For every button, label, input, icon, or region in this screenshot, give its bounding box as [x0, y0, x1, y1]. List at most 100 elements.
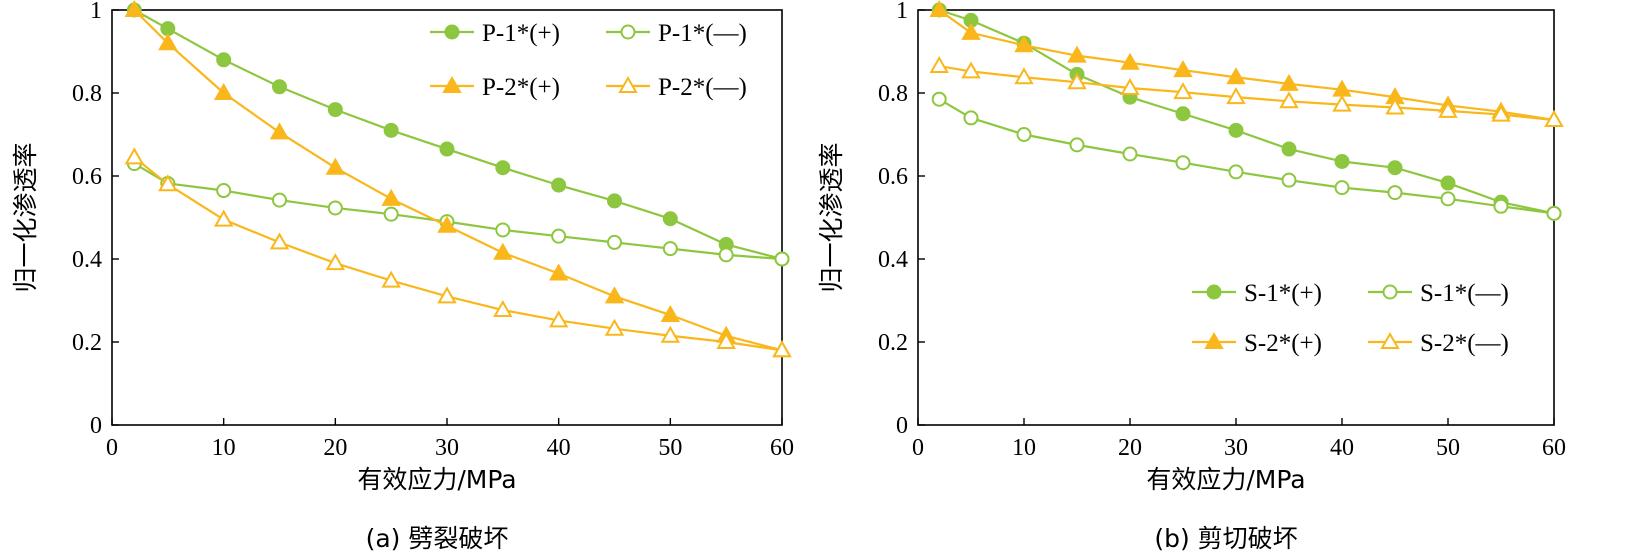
data-point [383, 122, 399, 138]
legend-label: S-1*(—) [1420, 280, 1509, 307]
x-tick-label: 30 [435, 435, 459, 461]
legend-marker [618, 75, 638, 93]
data-point [607, 234, 622, 250]
data-point [216, 52, 232, 68]
data-point [1122, 146, 1138, 162]
x-tick-label: 10 [212, 435, 236, 461]
legend-item: P-2*(—) [606, 74, 747, 101]
data-point [495, 222, 511, 238]
x-tick-label: 0 [912, 435, 924, 461]
chart-a: 0 10 20 30 40 50 60 0 0.2 0.4 0.6 0.8 1 有效应力/MPa 归一化渗透… [11, 0, 794, 553]
y-tick-label: 1 [896, 0, 908, 24]
data-point [1438, 100, 1458, 118]
series-line [939, 64, 1555, 122]
y-tick-label: 0 [90, 413, 102, 439]
data-point [493, 300, 513, 318]
series-S-1*(—) [931, 91, 1562, 221]
x-tick-label: 20 [323, 435, 347, 461]
series-line [133, 162, 783, 261]
legend-item: P-1*(—) [606, 20, 747, 47]
x-tick-label: 60 [770, 435, 794, 461]
legend-label: S-2*(—) [1420, 330, 1509, 357]
data-point [931, 91, 947, 107]
data-point [1069, 137, 1085, 153]
data-point [1173, 82, 1193, 100]
subplot-caption: (b) 剪切破坏 [1154, 524, 1297, 553]
data-point [607, 193, 622, 209]
data-point [1440, 175, 1456, 191]
legend-item: P-1*(+) [430, 20, 560, 47]
series-P-2*(+) [124, 0, 792, 358]
data-point [1546, 205, 1562, 221]
data-point [158, 33, 178, 51]
legend-label: P-2*(+) [482, 74, 560, 101]
y-tick-label: 0.4 [72, 247, 102, 273]
data-point [1067, 45, 1087, 63]
data-point [124, 0, 145, 17]
legend: S-1*(+) S-1*(—) S-2*(+) S-2*(—) [1192, 280, 1509, 357]
y-axis-label: 归一化渗透率 [11, 142, 40, 292]
data-point [1175, 155, 1191, 171]
data-point [961, 61, 981, 79]
data-point [272, 79, 287, 95]
x-tick-label: 50 [658, 435, 682, 461]
y-tick-label: 0.2 [72, 330, 102, 356]
data-point [327, 102, 343, 118]
x-tick-label: 20 [1118, 435, 1142, 461]
legend-label: S-2*(+) [1244, 330, 1322, 357]
data-point [1014, 67, 1034, 85]
data-point [437, 286, 457, 304]
legend-marker [1380, 331, 1400, 349]
data-point [961, 22, 981, 40]
legend-item: S-1*(+) [1192, 280, 1322, 307]
data-point [1226, 87, 1246, 105]
legend-item: S-2*(—) [1368, 330, 1509, 357]
x-axis-label: 有效应力/MPa [1146, 465, 1305, 494]
x-tick-label: 0 [106, 435, 118, 461]
data-point [716, 331, 736, 349]
y-tick-label: 0.6 [878, 164, 908, 190]
data-point [383, 206, 399, 222]
data-point [929, 0, 949, 17]
y-tick-label: 0.2 [878, 330, 908, 356]
data-point [660, 305, 681, 323]
data-point [548, 263, 569, 281]
data-point [381, 188, 401, 206]
data-point [929, 56, 949, 74]
data-point [269, 122, 290, 140]
data-point [1067, 72, 1087, 90]
data-point [272, 192, 287, 208]
data-point [269, 232, 290, 250]
data-point [1491, 104, 1511, 122]
y-tick-label: 1 [90, 0, 102, 24]
data-point [1440, 191, 1456, 207]
series-line [938, 98, 1555, 215]
data-point [551, 228, 567, 244]
legend-marker [1204, 331, 1224, 349]
y-tick-label: 0.8 [72, 81, 102, 107]
data-point [772, 340, 792, 358]
data-point [1120, 52, 1140, 70]
legend-label: P-1*(+) [482, 20, 560, 47]
data-point [495, 160, 511, 176]
data-point [662, 211, 678, 227]
y-tick-label: 0.6 [72, 164, 102, 190]
data-point [963, 110, 979, 126]
legend-marker [620, 24, 636, 40]
legend-item: S-2*(+) [1192, 330, 1322, 357]
data-point [1228, 122, 1244, 138]
data-point [1334, 180, 1350, 196]
chart-b: 0 10 20 30 40 50 60 0 0.2 0.4 0.6 0.8 1 有效应力/MPa 归一化渗透… [817, 0, 1566, 553]
data-point [1014, 35, 1034, 53]
data-point [1281, 172, 1297, 188]
data-point [1332, 94, 1352, 112]
data-point [604, 286, 625, 304]
data-point [551, 177, 567, 193]
series-P-2*(—) [124, 147, 792, 358]
subplot-caption: (a) 劈裂破坏 [366, 524, 509, 553]
data-point [1226, 67, 1246, 85]
data-point [1387, 160, 1403, 176]
legend: P-1*(+) P-1*(—) P-2*(+) P-2*(—) [430, 20, 747, 101]
data-point [213, 82, 234, 100]
data-point [1544, 109, 1564, 127]
